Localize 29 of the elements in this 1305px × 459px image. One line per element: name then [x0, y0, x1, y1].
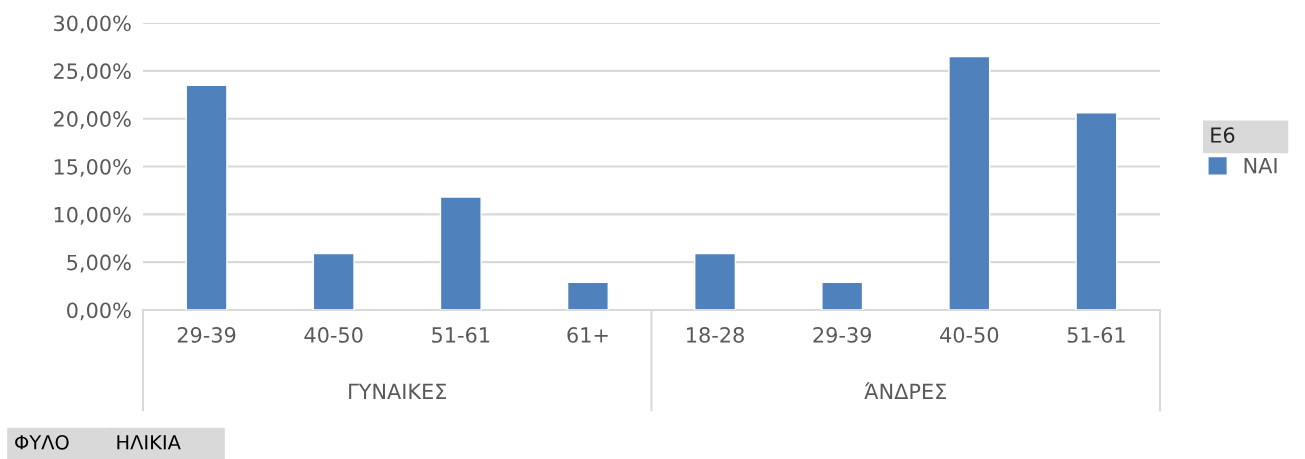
y-tick-label: 5,00%	[67, 254, 131, 273]
y-tick-label: 25,00%	[53, 63, 131, 82]
x-tick-label: 61+	[567, 327, 608, 343]
text: ΗΛΙΚΙΑ	[117, 435, 181, 450]
y-tick-label: 15,00%	[54, 158, 131, 177]
x-tick-label: 51-61	[432, 327, 490, 343]
bar	[948, 55, 991, 310]
bar	[185, 84, 228, 310]
y-tick-label: 20,00%	[53, 111, 131, 129]
text: ΓΥΝΑΙΚΕΣ	[349, 383, 447, 399]
bar	[821, 281, 864, 310]
text: ΦΥΛΟ	[15, 434, 69, 450]
x-tick-label: 18-28	[687, 327, 744, 343]
y-tick-label: 10,00%	[54, 206, 131, 225]
bar	[694, 252, 737, 310]
bar	[1075, 112, 1118, 310]
legend-label: ΝΑΙ	[1244, 158, 1277, 174]
legend-title: E6	[1211, 127, 1235, 143]
x-tick-label: 40-50	[304, 327, 363, 343]
x-tick-label: 40-50	[940, 327, 999, 343]
x-tick-label: 29-39	[813, 327, 871, 343]
bar	[566, 281, 609, 310]
y-tick-label: 0,00%	[67, 302, 131, 321]
x-tick-label: 51-61	[1067, 327, 1125, 343]
y-tick-label: 30,00%	[54, 15, 131, 34]
x-tick-label: 29-39	[177, 327, 236, 343]
bar	[312, 252, 355, 310]
text: ΆΝΔΡΕΣ	[864, 382, 946, 399]
bar	[439, 196, 482, 310]
